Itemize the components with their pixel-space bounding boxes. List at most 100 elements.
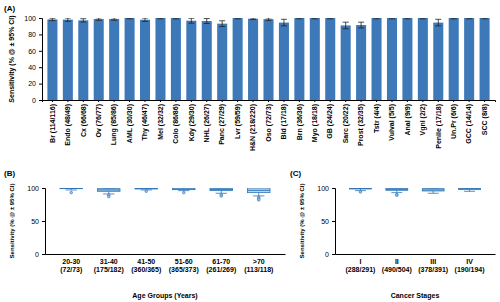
box [350, 188, 372, 189]
x-tick: Thy (46/47) [141, 100, 149, 141]
x-tick-mark [391, 100, 392, 102]
bar [341, 25, 351, 100]
x-tick-mark [469, 100, 470, 102]
bar [47, 19, 57, 100]
y-tick-label: 50 [31, 218, 39, 225]
error-cap [219, 20, 225, 21]
box-plot [60, 188, 83, 194]
error-cap [173, 18, 179, 19]
box-plot [135, 188, 158, 193]
error-cap [250, 18, 256, 19]
bar [372, 18, 382, 100]
x-tick-mark [345, 100, 346, 102]
x-tick-label: SCC (8/8) [481, 104, 489, 135]
x-tick-label: 31-40(175/182) [94, 258, 124, 274]
x-axis-title: Cancer Stages [391, 292, 440, 300]
y-tick-label: 40 [28, 64, 36, 71]
x-tick-label: Endo (48/49) [64, 104, 72, 146]
error-bar [451, 18, 457, 19]
error-cap [111, 18, 117, 19]
x-tick-label: III(378/391) [418, 258, 448, 274]
x-tick-label: I(288/291) [345, 258, 375, 274]
error-cap [343, 22, 349, 23]
whisker-cap [66, 189, 77, 190]
error-bar [65, 18, 71, 21]
box [135, 188, 158, 189]
error-cap [49, 20, 55, 21]
error-cap [451, 18, 457, 19]
bar [402, 18, 412, 100]
error-bar [420, 18, 426, 19]
x-tick: H&N (218/220) [249, 100, 257, 151]
error-line [145, 18, 146, 21]
outlier [107, 195, 110, 198]
bar [294, 18, 304, 100]
error-cap [96, 20, 102, 21]
x-tick: Anal (9/9) [404, 100, 412, 136]
x-tick-label: Colo (86/86) [172, 104, 180, 144]
median [422, 189, 444, 190]
x-tick: Prost (32/35) [357, 100, 365, 146]
x-tick-label: Vulval (5/5) [388, 104, 396, 141]
x-axis-line [336, 254, 496, 255]
box-plot [210, 188, 233, 197]
error-line [283, 19, 284, 26]
x-tick-label: Prost (32/35) [357, 104, 365, 146]
median [98, 189, 121, 190]
x-tick-mark [361, 100, 362, 102]
whisker-cap [428, 193, 439, 194]
x-tick-label: H&N (218/220) [249, 104, 257, 151]
panel: (B)05010020-30(72/73)31-40(175/182)41-50… [4, 169, 286, 300]
error-cap [127, 18, 133, 19]
panel-title: (C) [290, 169, 301, 178]
error-cap [389, 18, 395, 19]
box-plot [248, 188, 271, 201]
x-tick: GB (24/24) [326, 100, 334, 139]
x-tick-label: Thy (46/47) [141, 104, 149, 141]
outlier [396, 194, 399, 197]
error-bar [374, 18, 380, 19]
x-tick-label: Cx (66/68) [80, 104, 88, 137]
y-axis: 050100 [27, 185, 45, 258]
error-cap [358, 27, 364, 28]
x-tick: I(288/291) [345, 254, 375, 274]
x-tick-mark [438, 100, 439, 102]
x-tick-mark [407, 100, 408, 102]
y-tick-mark [39, 100, 42, 101]
median [248, 190, 271, 191]
bar [418, 18, 428, 100]
error-cap [281, 19, 287, 20]
box-plot [98, 188, 121, 198]
y-tick-mark [42, 254, 45, 255]
y-tick-mark [39, 51, 42, 52]
median [135, 188, 158, 189]
x-tick: 61-70(261/269) [206, 254, 236, 274]
y-tick-label: 0 [32, 97, 36, 104]
x-tick: Lvr (59/59) [234, 100, 242, 139]
x-axis-line [43, 101, 496, 103]
box [386, 188, 408, 190]
x-tick-mark [453, 100, 454, 102]
y-tick-label: 20 [28, 80, 36, 87]
x-tick-mark [52, 100, 53, 102]
error-cap [204, 18, 210, 19]
x-tick: IV(190/194) [455, 254, 485, 274]
error-cap [80, 18, 86, 19]
error-line [438, 19, 439, 26]
bar [94, 19, 104, 100]
x-tick-label: Kdy (29/30) [188, 104, 196, 141]
box-plot [350, 188, 372, 193]
bar [449, 18, 459, 100]
error-bar [219, 21, 225, 27]
x-tick-label: Sarc (20/22) [342, 104, 350, 143]
bar [125, 18, 135, 100]
y-axis-title: Sensitivity (% @ ± 95% CI) [8, 15, 16, 102]
error-bar [49, 18, 55, 20]
bar [433, 23, 443, 100]
y-tick-mark [332, 221, 335, 222]
plot-area [47, 18, 489, 100]
y-axis: 050100 [317, 185, 335, 258]
error-cap [312, 18, 318, 19]
bar [464, 18, 474, 100]
error-cap [188, 23, 194, 24]
